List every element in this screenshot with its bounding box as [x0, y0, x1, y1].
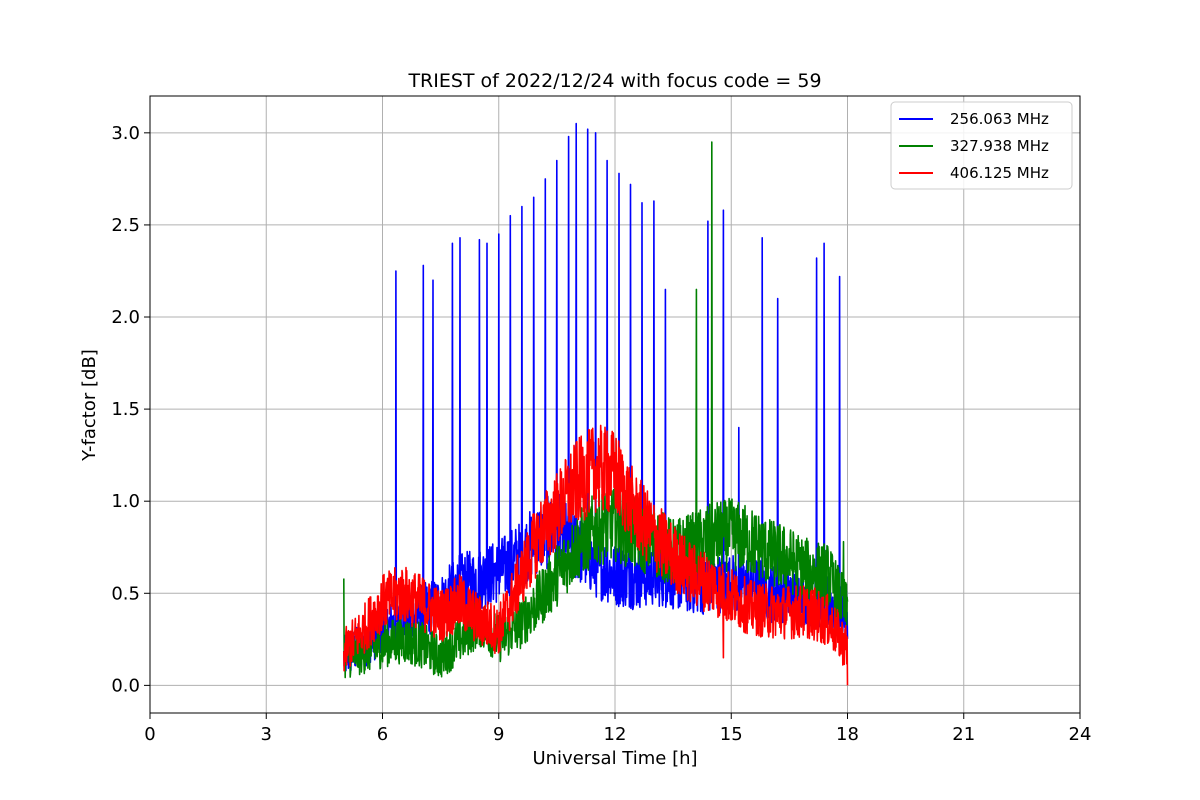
legend-entry-327: 327.938 MHz	[950, 137, 1049, 155]
y-tick-label: 3.0	[111, 123, 140, 144]
grid	[149, 96, 1081, 713]
x-tick-label: 15	[720, 724, 743, 745]
x-tick-label: 3	[261, 724, 272, 745]
y-tick-label: 0.0	[111, 675, 140, 696]
y-tick-label: 1.5	[111, 399, 140, 420]
chart-title: TRIEST of 2022/12/24 with focus code = 5…	[407, 70, 821, 92]
x-axis-label: Universal Time [h]	[532, 748, 697, 769]
y-tick-label: 2.5	[111, 215, 140, 236]
y-axis: 0.0 0.5 1.0 1.5 2.0 2.5 3.0	[111, 123, 150, 696]
x-tick-label: 6	[377, 724, 388, 745]
x-tick-label: 18	[836, 724, 859, 745]
x-tick-label: 0	[144, 724, 155, 745]
x-tick-label: 21	[952, 724, 975, 745]
y-tick-label: 2.0	[111, 307, 140, 328]
x-tick-label: 9	[493, 724, 504, 745]
x-tick-label: 24	[1069, 724, 1092, 745]
y-axis-label: Y-factor [dB]	[79, 349, 100, 462]
x-tick-label: 12	[604, 724, 627, 745]
series-line-406	[343, 424, 849, 686]
legend-entry-256: 256.063 MHz	[950, 110, 1049, 128]
series-line-256	[343, 122, 849, 672]
legend: 256.063 MHz 327.938 MHz 406.125 MHz	[890, 101, 1073, 190]
x-axis: 0 3 6 9 12 15 18 21 24	[144, 713, 1091, 745]
legend-entry-406: 406.125 MHz	[950, 164, 1049, 182]
legend-box	[890, 101, 1073, 190]
series-layer	[342, 122, 849, 686]
y-tick-label: 1.0	[111, 491, 140, 512]
y-tick-label: 0.5	[111, 583, 140, 604]
